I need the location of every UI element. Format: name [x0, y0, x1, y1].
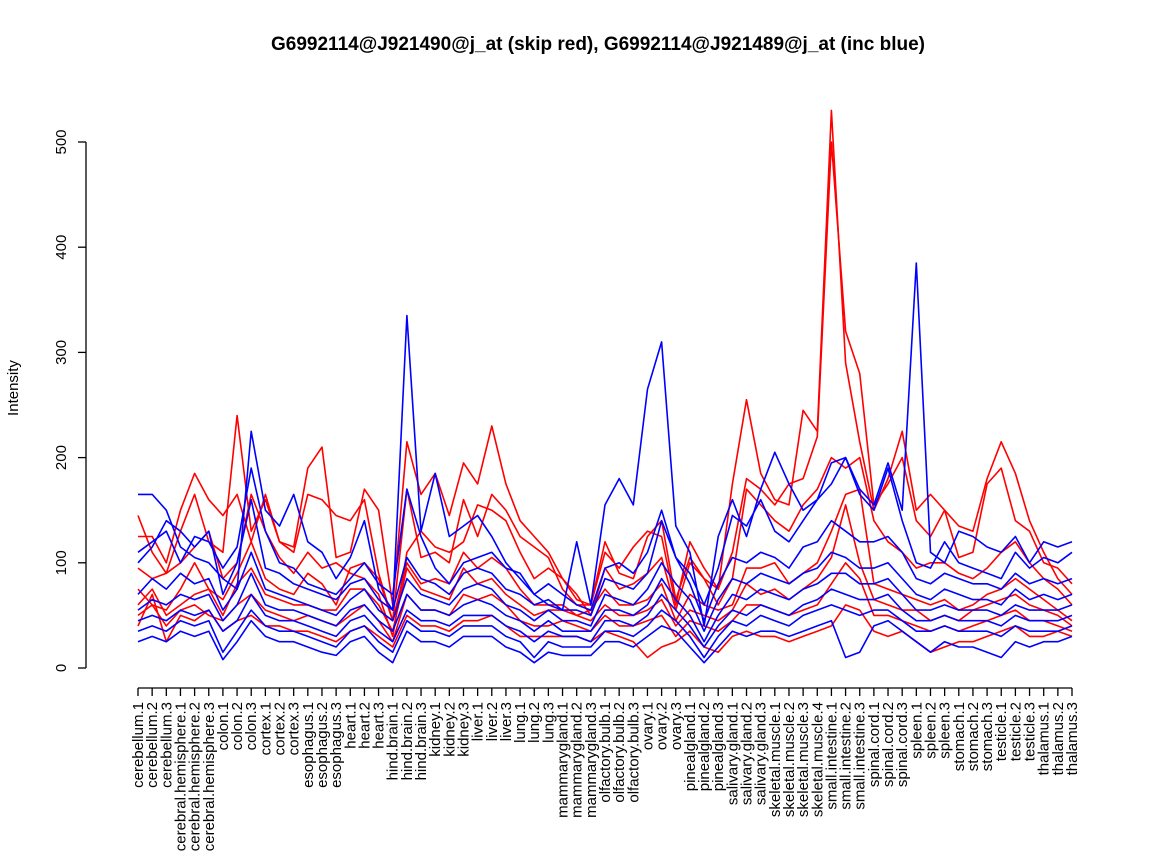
x-tick-label: testicle.3 [1022, 702, 1039, 761]
x-tick-label: skeletal.muscle.1 [767, 702, 784, 817]
x-tick-label: spleen.3 [937, 702, 954, 759]
x-tick-label: colon.2 [229, 702, 246, 750]
x-tick-label: kidney.2 [441, 702, 458, 757]
y-tick-label: 100 [53, 550, 70, 575]
x-tick-label: cerebral.hemisphere.3 [201, 702, 218, 851]
x-tick-label: salivary.gland.1 [724, 702, 741, 805]
y-axis-label: Intensity [5, 360, 22, 416]
y-axis: 0 100 200 300 400 500 [53, 129, 87, 672]
x-tick-label: colon.3 [243, 702, 260, 750]
x-tick-label: kidney.3 [455, 702, 472, 757]
chart-title: G6992114@J921490@j_at (skip red), G69921… [271, 34, 925, 55]
x-tick-label: hind.brain.2 [399, 702, 416, 780]
series-line-skip [137, 109, 1073, 606]
x-tick-label: testicle.2 [1007, 702, 1024, 761]
x-axis: cerebellum.1cerebellum.2cerebellum.3cere… [130, 687, 1081, 851]
x-tick-label: mammarygland.3 [583, 702, 600, 818]
x-tick-label: spleen.1 [908, 702, 925, 759]
x-tick-label: liver.2 [484, 702, 501, 741]
x-tick-label: cerebral.hemisphere.2 [187, 702, 204, 851]
series-line-inc [137, 498, 1073, 622]
x-tick-label: ovary.1 [639, 702, 656, 750]
plot-area [137, 109, 1073, 664]
x-tick-label: ovary.2 [654, 702, 671, 750]
x-tick-label: testicle.1 [993, 702, 1010, 761]
x-tick-label: pinealgland.2 [696, 702, 713, 791]
x-tick-label: lung.3 [540, 702, 557, 743]
x-tick-label: spinal.cord.1 [866, 702, 883, 787]
x-tick-label: heart.1 [342, 702, 359, 749]
x-tick-label: heart.3 [371, 702, 388, 749]
x-tick-label: olfactory.bulb.2 [611, 702, 628, 803]
x-tick-label: stomach.1 [951, 702, 968, 771]
series-line-skip [137, 488, 1073, 622]
x-tick-label: salivary.gland.2 [739, 702, 756, 805]
x-tick-label: hind.brain.1 [385, 702, 402, 780]
series-line-inc [137, 456, 1073, 611]
x-tick-label: pinealgland.1 [682, 702, 699, 791]
x-tick-label: pinealgland.3 [710, 702, 727, 791]
x-tick-label: small.intestine.1 [823, 702, 840, 810]
series-line-inc [137, 619, 1073, 664]
x-tick-label: thalamus.2 [1050, 702, 1067, 775]
x-tick-label: cortex.3 [286, 702, 303, 755]
series-line-inc [137, 572, 1073, 643]
x-tick-label: cerebellum.3 [158, 702, 175, 788]
series-line-inc [137, 551, 1073, 633]
x-tick-label: salivary.gland.3 [753, 702, 770, 805]
x-tick-label: stomach.2 [965, 702, 982, 771]
x-tick-label: cortex.2 [272, 702, 289, 755]
x-tick-label: colon.1 [215, 702, 232, 750]
y-tick-label: 200 [53, 445, 70, 470]
x-tick-label: esophagus.3 [328, 702, 345, 788]
x-tick-label: cortex.1 [257, 702, 274, 755]
x-tick-label: heart.2 [356, 702, 373, 749]
y-tick-label: 500 [53, 129, 70, 154]
x-tick-label: cerebellum.2 [144, 702, 161, 788]
x-tick-label: esophagus.2 [314, 702, 331, 788]
x-tick-label: ovary.3 [668, 702, 685, 750]
x-tick-label: mammarygland.2 [569, 702, 586, 818]
x-tick-label: small.intestine.3 [852, 702, 869, 810]
x-tick-label: liver.3 [498, 702, 515, 741]
y-tick-label: 300 [53, 340, 70, 365]
y-tick-label: 0 [53, 664, 70, 672]
x-tick-label: lung.2 [526, 702, 543, 743]
x-tick-label: cerebral.hemisphere.1 [172, 702, 189, 851]
x-tick-label: lung.1 [512, 702, 529, 743]
x-tick-label: olfactory.bulb.3 [625, 702, 642, 803]
x-tick-label: mammarygland.1 [555, 702, 572, 818]
x-tick-label: spinal.cord.3 [894, 702, 911, 787]
x-tick-label: hind.brain.3 [413, 702, 430, 780]
x-tick-label: kidney.1 [427, 702, 444, 757]
x-tick-label: cerebellum.1 [130, 702, 147, 788]
x-tick-label: thalamus.1 [1036, 702, 1053, 775]
x-tick-label: liver.1 [470, 702, 487, 741]
x-tick-label: spinal.cord.2 [880, 702, 897, 787]
series-line-inc [138, 262, 1073, 627]
series-line-skip [138, 141, 1073, 622]
y-tick-label: 400 [53, 235, 70, 260]
series-line-inc [137, 588, 1073, 648]
x-tick-label: olfactory.bulb.1 [597, 702, 614, 803]
x-tick-label: skeletal.muscle.4 [809, 702, 826, 817]
x-tick-label: skeletal.muscle.3 [795, 702, 812, 817]
x-tick-label: spleen.2 [922, 702, 939, 759]
x-tick-label: esophagus.1 [300, 702, 317, 788]
series-line-inc [137, 604, 1073, 659]
x-tick-label: stomach.3 [979, 702, 996, 771]
x-tick-label: thalamus.3 [1064, 702, 1081, 775]
x-tick-label: skeletal.muscle.2 [781, 702, 798, 817]
x-tick-label: small.intestine.2 [838, 702, 855, 810]
